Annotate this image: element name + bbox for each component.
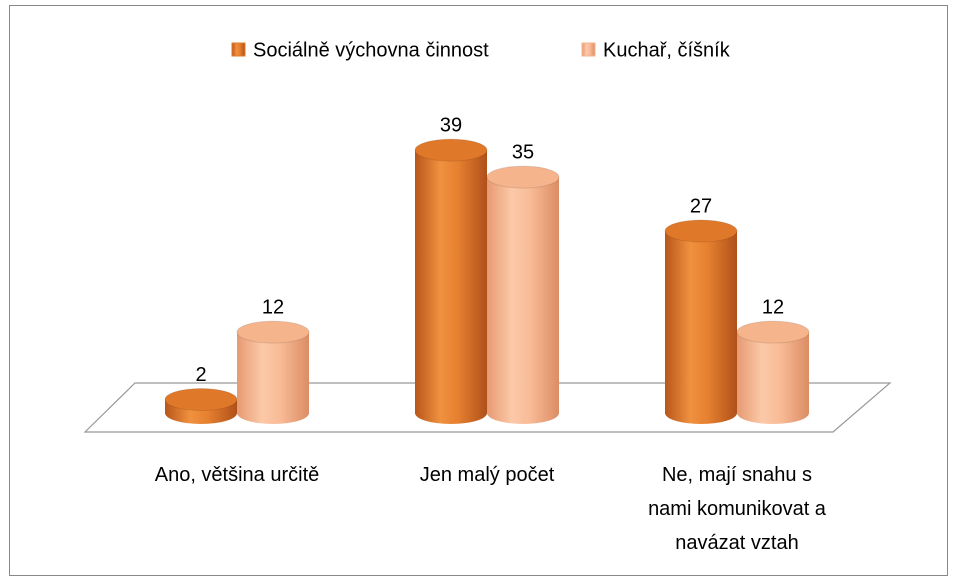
bar-body	[737, 332, 809, 424]
value-label: 35	[512, 141, 534, 163]
bar-top	[414, 138, 488, 162]
value-label: 12	[762, 296, 784, 318]
value-label: 12	[262, 296, 284, 318]
legend-swatch	[231, 42, 246, 57]
bar	[664, 219, 738, 424]
x-tick-label: Jen malý počet	[420, 464, 555, 486]
bar	[236, 320, 310, 424]
x-tick-label: Ne, mají snahu s nami komunikovat a naváza…	[648, 464, 827, 554]
legend-label: Kuchař, číšník	[603, 39, 731, 61]
legend-label: Sociálně výchovna činnost	[253, 39, 489, 61]
bar	[414, 138, 488, 424]
bar	[164, 388, 238, 424]
value-label: 27	[690, 195, 712, 217]
x-tick-label: Ano, většina určitě	[155, 464, 320, 486]
bar-body	[415, 150, 487, 424]
bar-top	[164, 388, 238, 412]
bar-body	[237, 332, 309, 424]
bar-body	[665, 231, 737, 424]
bar-top	[664, 219, 738, 243]
bar	[486, 165, 560, 424]
legend-swatch	[581, 42, 596, 57]
bar-top	[736, 320, 810, 344]
value-label: 2	[195, 364, 206, 386]
bar-body	[487, 177, 559, 424]
value-label: 39	[440, 114, 462, 136]
bar	[736, 320, 810, 424]
bar-top	[486, 165, 560, 189]
bar-top	[236, 320, 310, 344]
